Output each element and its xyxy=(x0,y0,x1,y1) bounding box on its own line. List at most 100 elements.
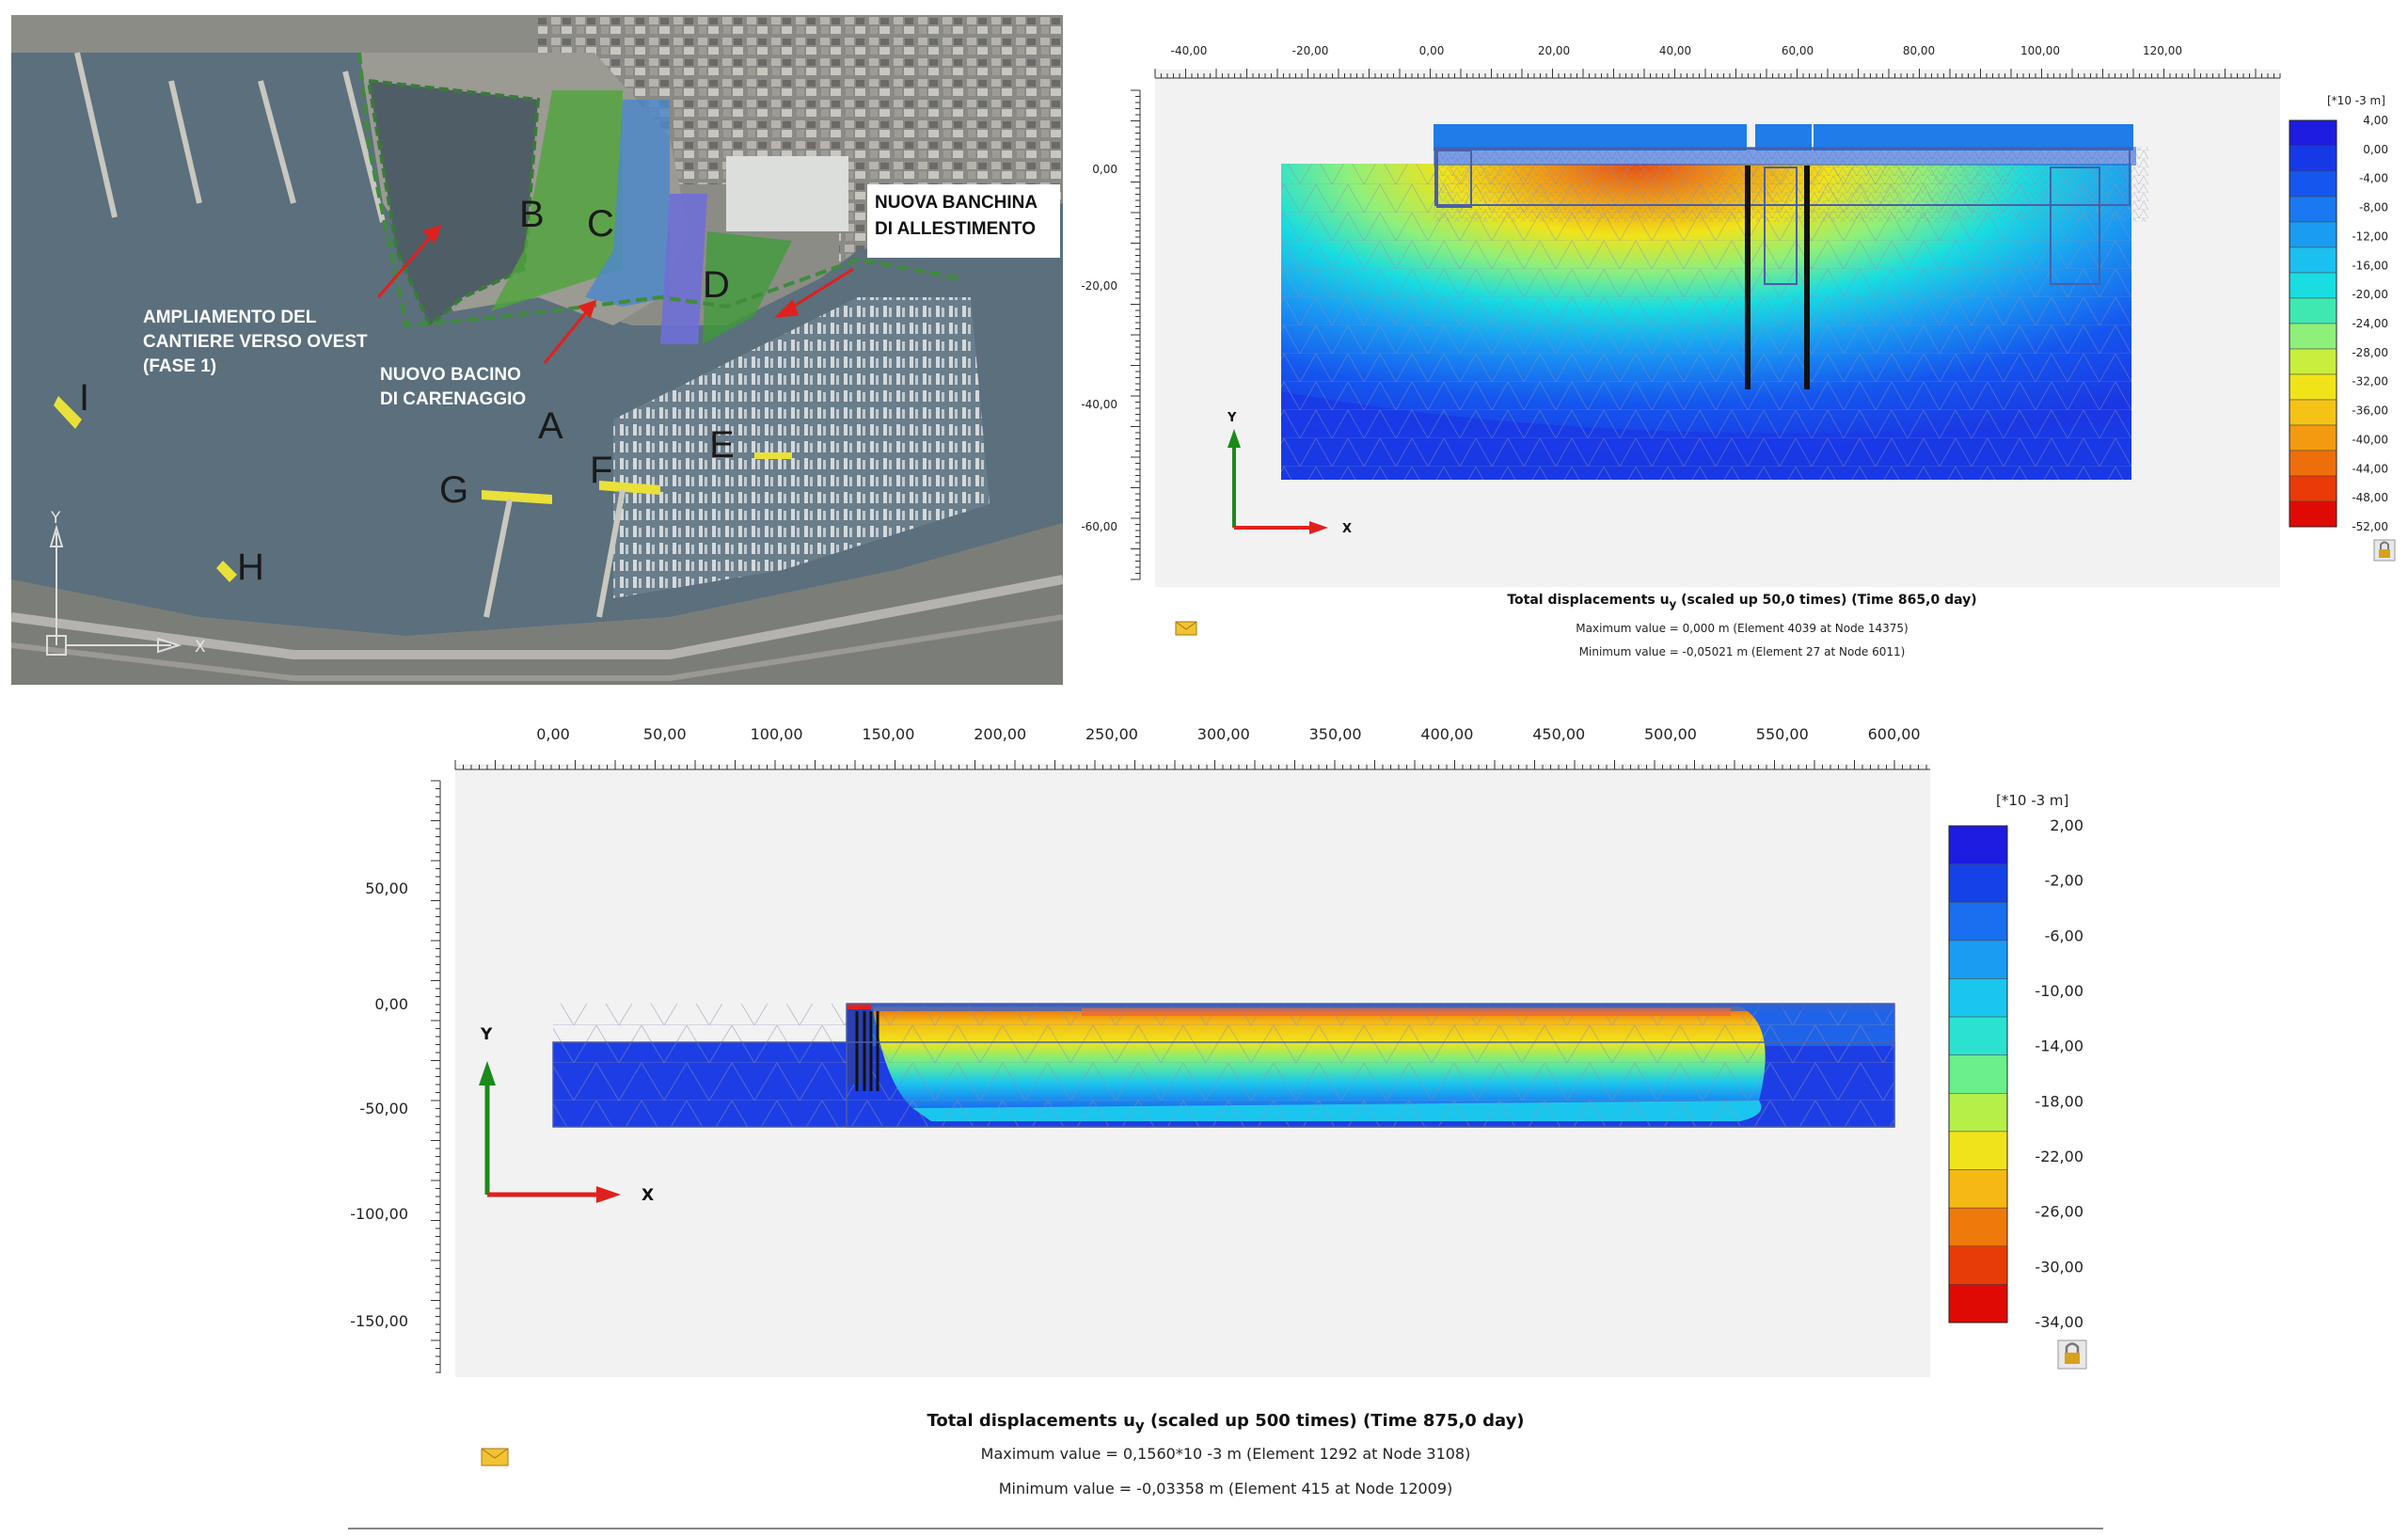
plot-bottom-title: Total displacements uy (scaled up 500 ti… xyxy=(348,1411,2103,1434)
plot-bottom-x-tick: 100,00 xyxy=(751,725,803,743)
plot-bottom-x-tick: 450,00 xyxy=(1532,725,1585,743)
plot-top-y-tick: 0,00 xyxy=(1092,163,1117,176)
plot-bottom-x-tick: 200,00 xyxy=(974,725,1026,743)
plot-top-x-tick: 0,00 xyxy=(1419,44,1445,57)
map-letter-f: F xyxy=(590,450,612,491)
plot-bottom-x-tick: 500,00 xyxy=(1644,725,1697,743)
legend-swatch xyxy=(1948,864,2008,903)
plot-top-legend-value: -48,00 xyxy=(2352,491,2388,504)
plaxis-plot-bottom: 0,00 50,00 100,00 150,00 200,00 250,00 300,00 3… xyxy=(348,687,2103,1532)
plot-bottom-svg: 0,00 50,00 100,00 150,00 200,00 250,00 300,00 3… xyxy=(348,725,2103,1529)
plot-bottom-legend-unit: [*10 -3 m] xyxy=(1996,792,2068,809)
plot-top-axis-x: X xyxy=(1342,522,1352,536)
plot-top-legend-value: -20,00 xyxy=(2352,288,2388,301)
map-letter-i: I xyxy=(79,377,89,419)
map-label-bacino-2: DI CARENAGGIO xyxy=(380,389,526,409)
map-letter-e: E xyxy=(709,424,735,466)
plot-bottom-x-tick: 250,00 xyxy=(1085,725,1138,743)
plot-top-axes-glyph xyxy=(1228,429,1328,534)
plot-top-y-tick: -60,00 xyxy=(1081,520,1117,533)
plot-top-x-tick: 60,00 xyxy=(1782,44,1814,57)
legend-swatch xyxy=(1948,940,2008,979)
plot-top-legend-value: -8,00 xyxy=(2359,201,2388,214)
lock-icon[interactable] xyxy=(2057,1339,2087,1370)
legend-swatch xyxy=(2289,475,2337,502)
plot-bottom-legend-value: 2,00 xyxy=(2050,816,2083,834)
map-label-banchina-2: DI ALLESTIMENTO xyxy=(875,219,1036,239)
map-letter-g: G xyxy=(439,469,468,511)
plot-top-legend-value: -28,00 xyxy=(2352,346,2388,359)
legend-swatch xyxy=(2289,323,2337,350)
legend-swatch xyxy=(1948,1207,2008,1247)
plot-bottom-legend-value: -2,00 xyxy=(2045,872,2083,890)
envelope-icon[interactable] xyxy=(1175,621,1197,636)
plot-bottom-y-tick: -50,00 xyxy=(359,1100,408,1117)
map-axis-x: X xyxy=(195,638,206,657)
map-letter-a: A xyxy=(538,405,563,447)
legend-swatch xyxy=(2289,272,2337,299)
plot-top-y-tick: -20,00 xyxy=(1081,279,1117,293)
plot-top-x-tick: 20,00 xyxy=(1538,44,1570,57)
map-label-banchina-1: NUOVA BANCHINA xyxy=(875,193,1038,213)
map-label-west-2: CANTIERE VERSO OVEST xyxy=(143,332,368,352)
plot-bottom-title-prefix: Total displacements u xyxy=(927,1411,1135,1431)
legend-swatch xyxy=(2289,145,2337,172)
plot-bottom-axis-y: Y xyxy=(480,1025,493,1044)
plot-bottom-y-tick: 0,00 xyxy=(374,995,408,1013)
map-letter-b: B xyxy=(519,194,545,235)
envelope-icon[interactable] xyxy=(481,1448,509,1466)
plot-top-legend-value: 0,00 xyxy=(2363,143,2388,156)
plot-top-legend-value: -12,00 xyxy=(2352,230,2388,243)
plot-bottom-x-tick: 400,00 xyxy=(1420,725,1473,743)
harbor-map-svg: AMPLIAMENTO DEL CANTIERE VERSO OVEST (FA… xyxy=(11,15,1063,685)
lock-icon[interactable] xyxy=(2373,539,2396,562)
plot-top-legend-value: -24,00 xyxy=(2352,317,2388,330)
plot-bottom-title-suffix: (scaled up 500 times) (Time 875,0 day) xyxy=(1144,1411,1525,1431)
plot-top-y-ruler xyxy=(1131,89,1141,580)
plot-bottom-x-ruler xyxy=(454,760,1927,769)
plot-top-x-tick: 80,00 xyxy=(1903,44,1935,57)
plot-bottom-y-tick: -100,00 xyxy=(350,1205,408,1223)
plot-top-legend-value: -52,00 xyxy=(2352,520,2388,533)
plot-bottom-legend-value: -26,00 xyxy=(2035,1203,2083,1221)
plot-bottom-y-tick: 50,00 xyxy=(365,879,408,897)
plot-top-legend-value: -4,00 xyxy=(2359,172,2388,185)
plot-bottom-y-ruler xyxy=(431,780,441,1373)
legend-swatch xyxy=(2289,170,2337,198)
plot-top-x-tick: -40,00 xyxy=(1171,44,1208,57)
plot-top-x-tick: 120,00 xyxy=(2143,44,2182,57)
legend-swatch xyxy=(2289,399,2337,426)
plot-bottom-legend-value: -18,00 xyxy=(2035,1092,2083,1110)
plot-bottom-legend-value: -14,00 xyxy=(2035,1038,2083,1055)
plot-bottom-x-tick: 600,00 xyxy=(1868,725,1921,743)
map-axis-y: Y xyxy=(50,509,61,528)
map-letter-h: H xyxy=(237,547,264,588)
legend-swatch xyxy=(2289,424,2337,452)
legend-swatch xyxy=(2289,119,2337,147)
plot-bottom-axis-x: X xyxy=(642,1186,654,1205)
plot-top-y-tick: -40,00 xyxy=(1081,398,1117,411)
plot-top-title-sub: y xyxy=(1669,596,1677,610)
plot-top-min-value: Minimum value = -0,05021 m (Element 27 a… xyxy=(1578,645,1906,658)
plot-top-x-tick: -20,00 xyxy=(1292,44,1329,57)
plot-top-legend-value: -36,00 xyxy=(2352,404,2388,418)
legend-swatch xyxy=(2289,221,2337,248)
legend-swatch xyxy=(1948,1245,2008,1285)
plot-bottom-min-value: Minimum value = -0,03358 m (Element 415 … xyxy=(998,1480,1453,1497)
legend-swatch xyxy=(2289,373,2337,401)
plot-top-model xyxy=(1281,124,2148,480)
map-letter-c: C xyxy=(587,203,614,245)
plot-top-legend-unit: [*10 -3 m] xyxy=(2327,94,2385,107)
legend-swatch xyxy=(2289,500,2337,528)
plot-bottom-legend: 2,00 -2,00 -6,00 -10,00 -14,00 -18,00 -22,00 -2… xyxy=(1948,816,2083,1331)
plot-bottom-legend-value: -30,00 xyxy=(2035,1258,2083,1276)
plot-top-title-prefix: Total displacements u xyxy=(1507,593,1670,608)
plot-top-legend-value: 4,00 xyxy=(2363,114,2388,127)
plot-bottom-y-tick: -150,00 xyxy=(350,1312,408,1330)
plot-top-legend: 4,00 0,00 -4,00 -8,00 -12,00 -16,00 -20,00 -24,… xyxy=(2289,114,2388,533)
legend-swatch xyxy=(1948,1054,2008,1094)
legend-swatch xyxy=(1948,1284,2008,1323)
map-label-west-3: (FASE 1) xyxy=(143,357,216,376)
plot-top-x-tick: 40,00 xyxy=(1659,44,1691,57)
legend-swatch xyxy=(1948,825,2008,864)
